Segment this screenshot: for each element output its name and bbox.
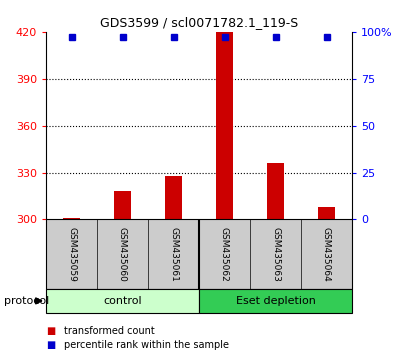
Text: GSM435062: GSM435062	[220, 227, 229, 281]
Text: GSM435060: GSM435060	[118, 227, 127, 281]
Bar	[318, 207, 336, 219]
Text: ■: ■	[46, 326, 55, 336]
Bar	[216, 32, 234, 219]
Text: Eset depletion: Eset depletion	[236, 296, 316, 306]
Text: control: control	[103, 296, 142, 306]
Bar	[266, 163, 284, 219]
Bar	[46, 289, 199, 313]
Bar	[164, 176, 182, 219]
Text: GSM435063: GSM435063	[271, 227, 280, 281]
Text: percentile rank within the sample: percentile rank within the sample	[64, 340, 229, 350]
Bar	[62, 218, 80, 219]
Text: transformed count: transformed count	[64, 326, 155, 336]
Bar	[114, 191, 132, 219]
Title: GDS3599 / scl0071782.1_119-S: GDS3599 / scl0071782.1_119-S	[100, 16, 298, 29]
Bar	[199, 289, 352, 313]
Text: GSM435064: GSM435064	[322, 227, 331, 281]
Text: ■: ■	[46, 340, 55, 350]
Text: protocol: protocol	[4, 296, 49, 306]
Text: GSM435059: GSM435059	[67, 227, 76, 281]
Text: GSM435061: GSM435061	[169, 227, 178, 281]
